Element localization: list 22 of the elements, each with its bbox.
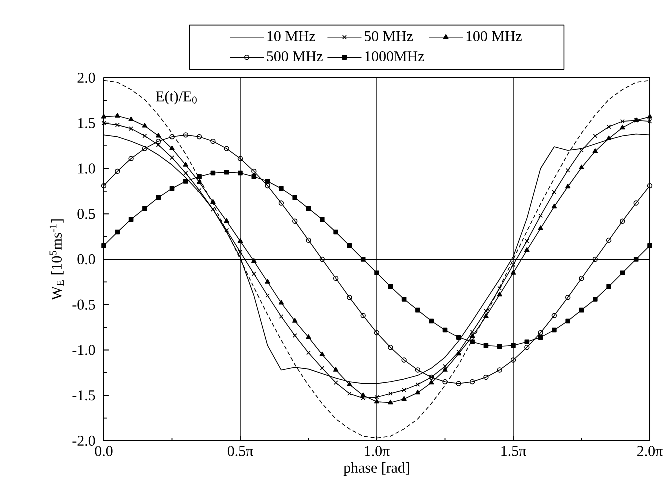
x-axis-title: phase [rad] [344, 462, 410, 476]
series-label: E(t)/E$_{0}$ [156, 91, 197, 105]
x-tick-label: 0.0 [95, 446, 113, 456]
y-tick-label: -0.5 [72, 300, 96, 310]
y-tick-label: -2.0 [72, 436, 96, 446]
x-tick-label: 0.5π [228, 446, 254, 456]
x-tick-label: 2.0π [638, 446, 663, 456]
y-axis-title: W$_{E}$ [10$^{5}$ms$^{-1}$] [50, 220, 64, 300]
y-tick-label: 1.0 [78, 164, 96, 174]
legend-label: 50 MHz [364, 31, 414, 42]
y-tick-label: -1.5 [72, 390, 96, 401]
y-tick-label: 2.0 [78, 72, 96, 84]
x-tick-label: 1.5π [502, 446, 526, 456]
y-tick-label: -1.0 [72, 345, 96, 356]
x-tick-label: 1.0π [365, 446, 390, 456]
legend-label: 10 MHz [268, 31, 316, 42]
legend-label: 100 MHz [466, 31, 522, 42]
legend-label: 500 MHz [267, 51, 323, 62]
y-tick-label: 1.5 [78, 118, 96, 128]
y-tick-label: 0.0 [78, 254, 96, 265]
legend-label: 1000MHz [365, 51, 424, 62]
y-tick-label: 0.5 [78, 209, 96, 220]
